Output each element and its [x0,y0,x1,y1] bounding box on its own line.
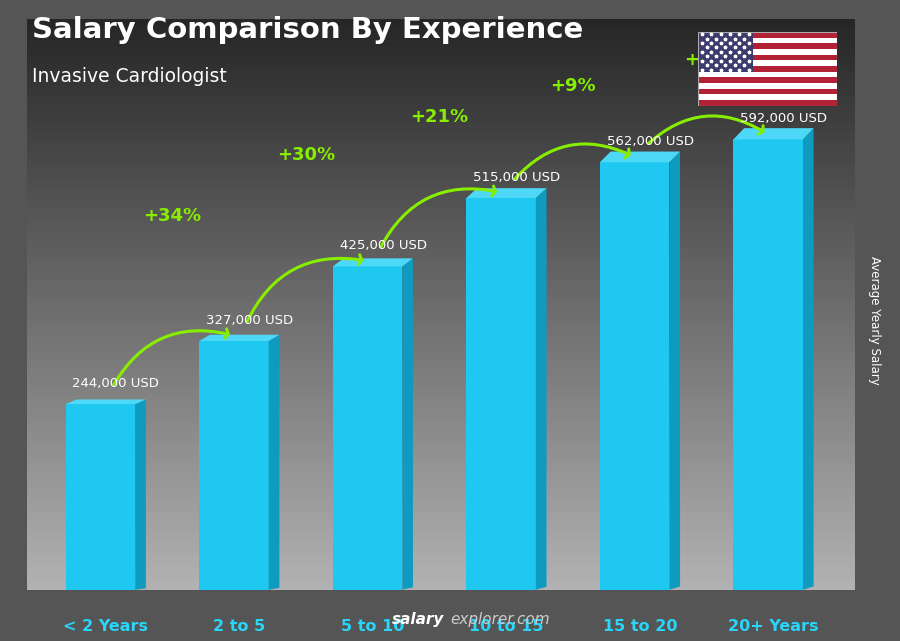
Bar [698,78,837,83]
Text: +30%: +30% [277,146,335,163]
Text: 244,000 USD: 244,000 USD [72,377,159,390]
Text: 15 to 20: 15 to 20 [603,619,677,633]
FancyBboxPatch shape [199,341,269,590]
Text: 20+ Years: 20+ Years [728,619,819,633]
Text: 327,000 USD: 327,000 USD [206,313,293,327]
FancyBboxPatch shape [66,404,135,590]
FancyBboxPatch shape [734,139,803,590]
Polygon shape [466,188,546,198]
Text: +21%: +21% [410,108,469,126]
Text: explorer.com: explorer.com [450,612,550,627]
Text: +5%: +5% [684,51,730,69]
Text: Invasive Cardiologist: Invasive Cardiologist [32,67,226,87]
Text: salary: salary [392,612,444,627]
Polygon shape [670,151,680,590]
Polygon shape [199,335,279,341]
Polygon shape [536,188,546,590]
Polygon shape [803,128,814,590]
Text: 592,000 USD: 592,000 USD [740,112,827,125]
Text: +9%: +9% [551,78,596,96]
Bar [698,32,753,72]
Text: +34%: +34% [143,206,202,224]
Bar [698,72,837,78]
Bar [698,49,837,54]
Bar [698,54,837,60]
Polygon shape [734,128,814,139]
FancyBboxPatch shape [333,267,402,590]
Text: 5 to 10: 5 to 10 [341,619,405,633]
Polygon shape [66,399,146,404]
Text: Average Yearly Salary: Average Yearly Salary [868,256,881,385]
Text: 562,000 USD: 562,000 USD [607,135,694,148]
Text: 515,000 USD: 515,000 USD [473,171,560,184]
Polygon shape [333,258,413,267]
Bar [698,60,837,66]
Text: Salary Comparison By Experience: Salary Comparison By Experience [32,16,583,44]
Bar [698,94,837,100]
Polygon shape [600,151,680,162]
Polygon shape [135,399,146,590]
Bar [698,38,837,44]
Text: 10 to 15: 10 to 15 [469,619,544,633]
FancyBboxPatch shape [600,162,670,590]
FancyBboxPatch shape [466,198,536,590]
Bar [698,32,837,38]
Bar [698,83,837,88]
Bar [698,100,837,106]
Bar [698,88,837,94]
Text: 2 to 5: 2 to 5 [213,619,266,633]
Text: < 2 Years: < 2 Years [63,619,148,633]
Polygon shape [402,258,413,590]
Bar [698,66,837,72]
Polygon shape [269,335,279,590]
Bar [698,44,837,49]
Text: 425,000 USD: 425,000 USD [339,239,427,252]
